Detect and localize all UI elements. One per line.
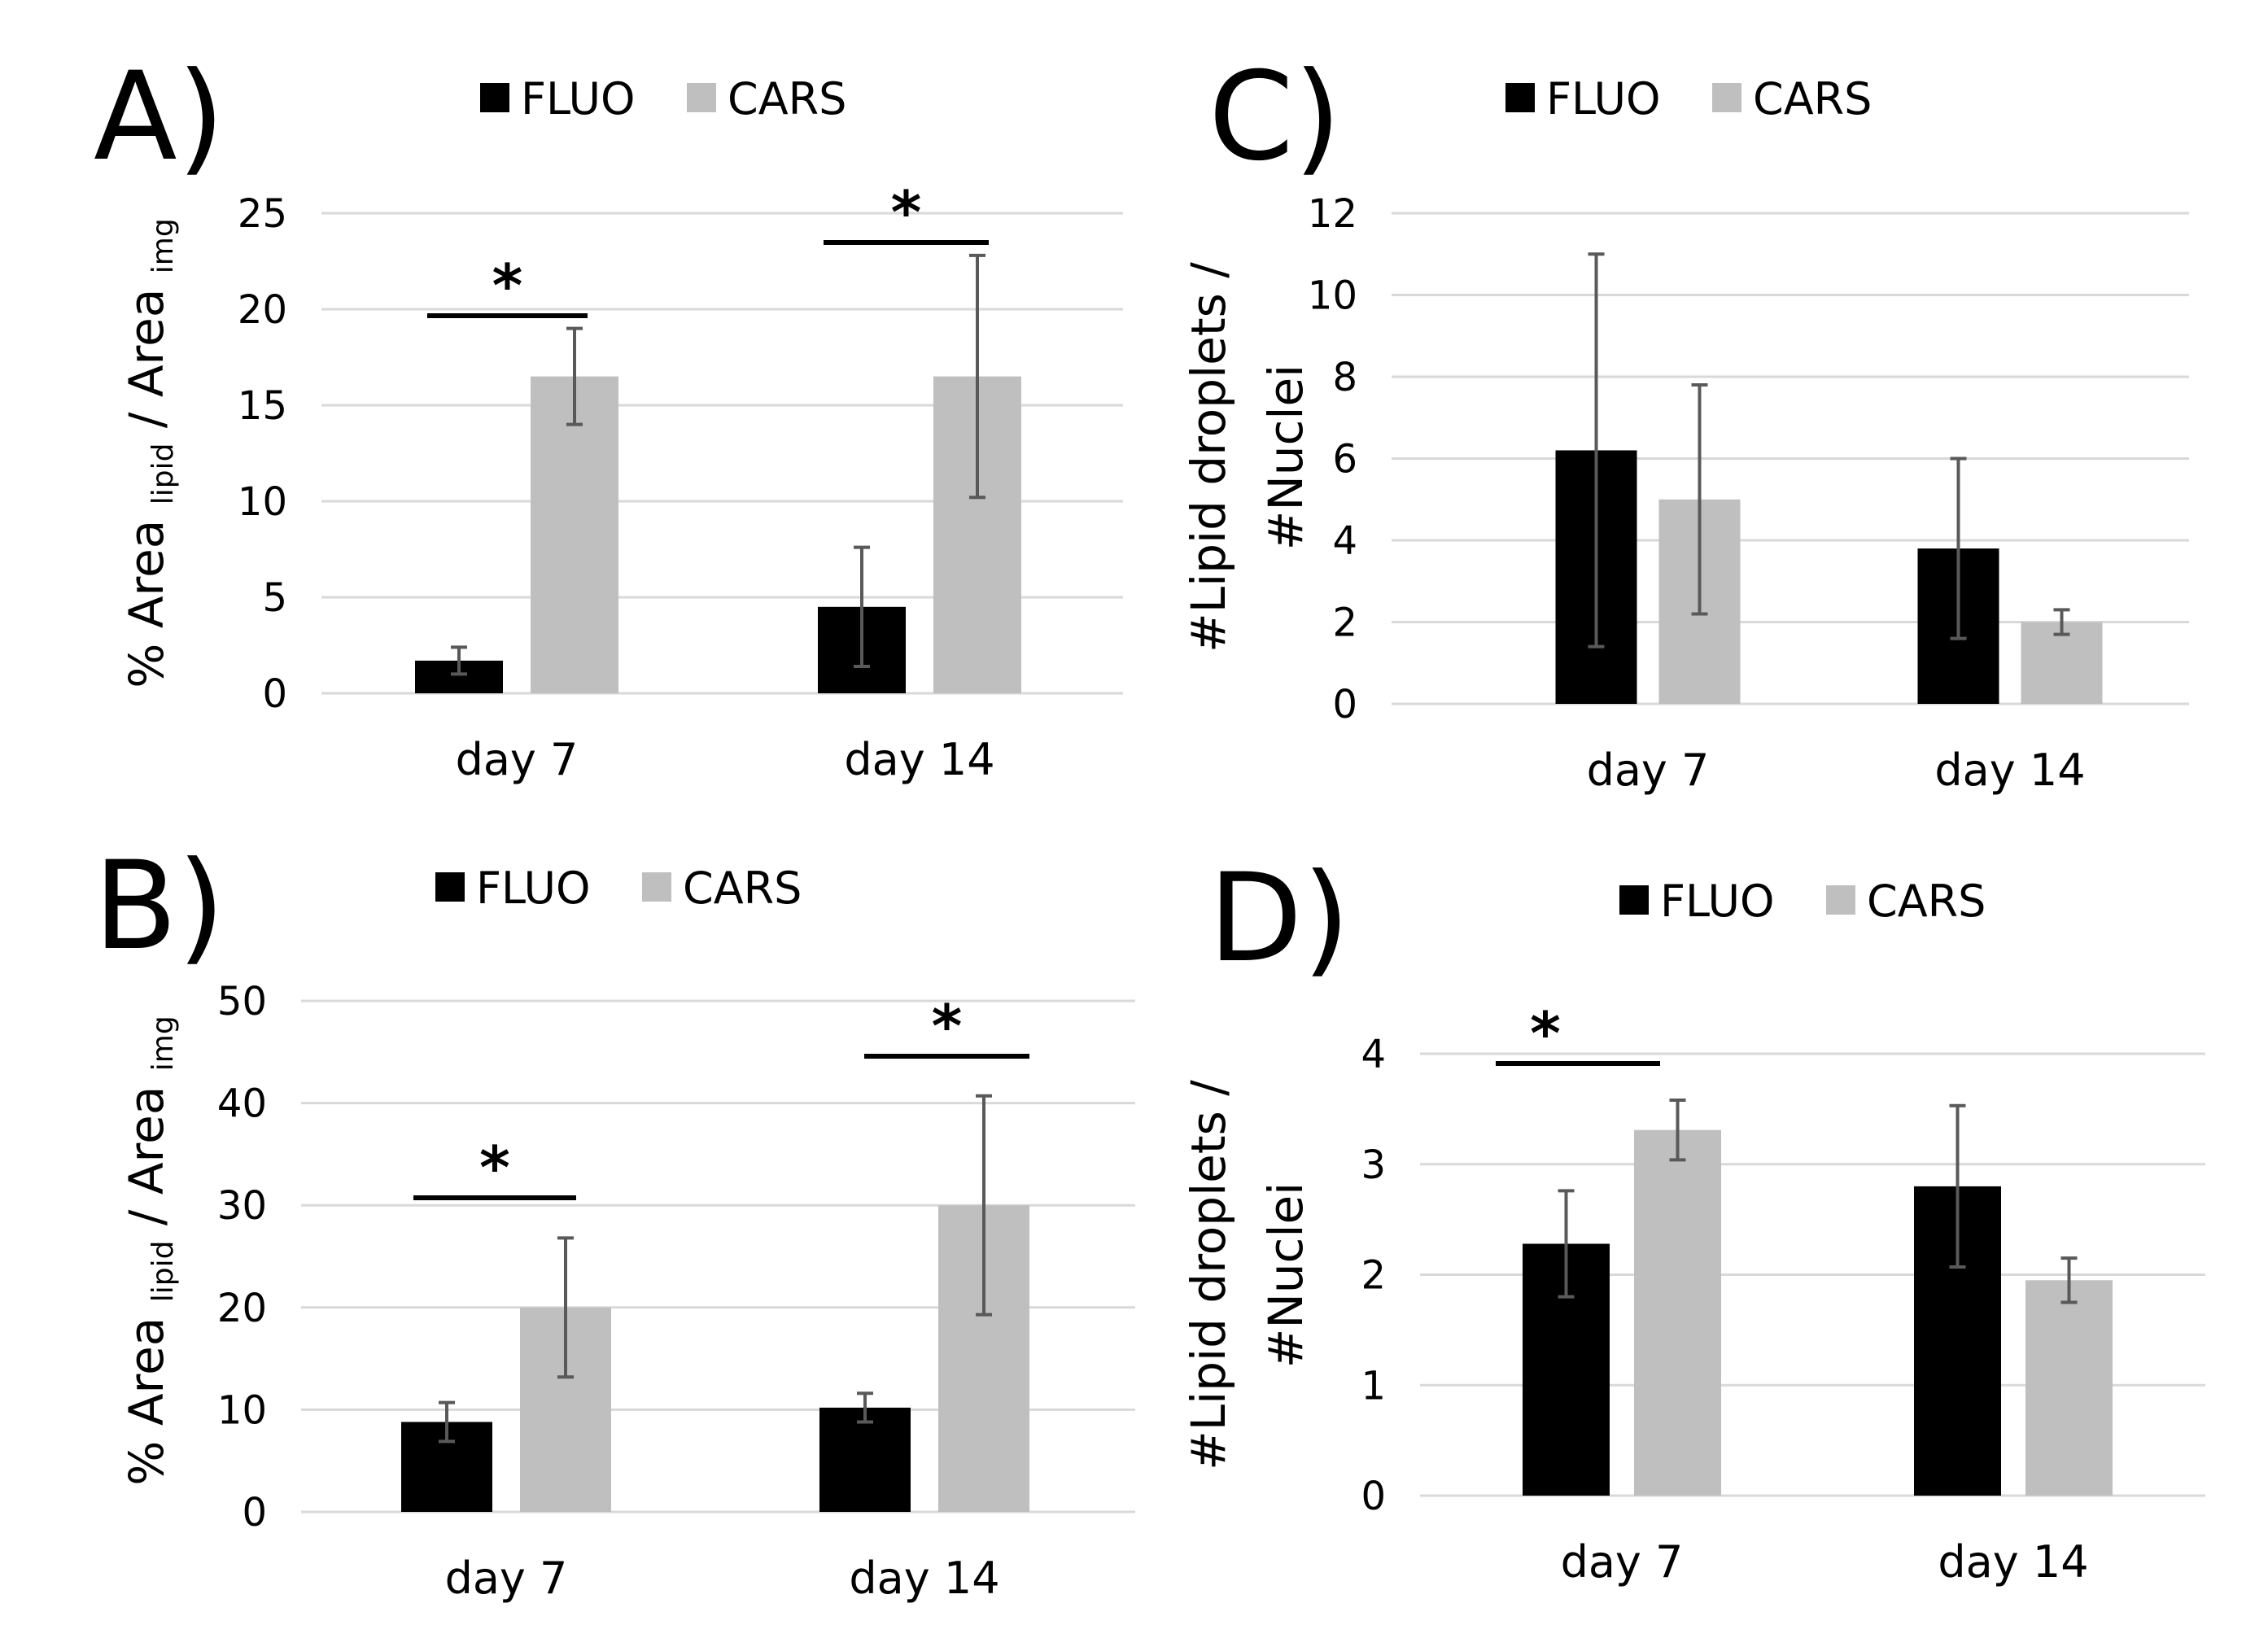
y-tick-label: 0 — [262, 671, 287, 717]
bar-cars-day-14 — [2025, 1280, 2113, 1496]
y-tick-label: 20 — [238, 287, 287, 333]
significance-star: * — [479, 1134, 510, 1202]
y-tick-label: 0 — [1361, 1474, 1386, 1519]
y-tick-label: 5 — [262, 575, 287, 621]
legend-swatch-fluo — [435, 872, 465, 902]
error-bar — [2060, 1256, 2078, 1304]
y-tick-label: 8 — [1332, 355, 1357, 400]
panel-letter: D) — [1208, 848, 1350, 989]
error-bar — [1558, 1189, 1575, 1299]
y-tick-label: 15 — [238, 383, 287, 429]
legend-swatch-fluo — [1619, 885, 1649, 915]
category-label: day 14 — [1938, 1536, 2088, 1588]
category-label: day 7 — [1587, 745, 1710, 796]
y-tick-label: 1 — [1361, 1363, 1386, 1409]
error-bar — [2053, 608, 2070, 636]
y-tick-label: 10 — [217, 1387, 267, 1433]
y-axis-label: % Area lipid / Area img — [119, 1016, 180, 1485]
significance-star: * — [1530, 999, 1561, 1068]
legend-swatch-cars — [642, 872, 671, 902]
error-bar — [857, 1391, 873, 1424]
legend-swatch-fluo — [480, 83, 509, 112]
panel-letter: A) — [94, 46, 225, 188]
y-axis-label-line1: #Lipid droplets / — [1181, 1080, 1236, 1470]
error-bar — [557, 1236, 574, 1379]
error-bar — [976, 1094, 992, 1317]
legend-label-cars: CARS — [728, 73, 846, 124]
y-tick-label: 2 — [1332, 601, 1357, 646]
error-bar — [439, 1400, 455, 1444]
y-tick-label: 4 — [1332, 518, 1357, 564]
error-bar — [451, 645, 467, 676]
error-bar — [566, 326, 583, 426]
y-tick-label: 20 — [217, 1286, 267, 1331]
y-tick-label: 6 — [1332, 437, 1357, 483]
y-tick-label: 0 — [1332, 682, 1357, 727]
legend: FLUO CARS — [1619, 876, 1986, 927]
y-axis-label-line2: #Nuclei — [1258, 365, 1313, 551]
legend-label-cars: CARS — [683, 863, 802, 914]
category-label: day 7 — [1561, 1536, 1684, 1588]
significance-star: * — [492, 251, 523, 320]
bar-fluo-day-14 — [819, 1407, 911, 1512]
y-tick-label: 10 — [1308, 273, 1357, 319]
category-label: day 7 — [445, 1553, 568, 1604]
legend-label-cars: CARS — [1753, 73, 1872, 124]
panel-letter: B) — [94, 836, 225, 977]
legend-swatch-cars — [1712, 83, 1741, 112]
y-tick-label: 30 — [217, 1183, 267, 1229]
bar-cars-day-7 — [1634, 1129, 1721, 1496]
y-tick-label: 0 — [242, 1490, 267, 1535]
legend: FLUO CARS — [480, 73, 846, 124]
legend-label-fluo: FLUO — [1660, 876, 1774, 927]
significance-star: * — [932, 992, 963, 1060]
error-bar — [854, 545, 870, 668]
error-bar — [1949, 1103, 1966, 1269]
legend-swatch-cars — [1826, 885, 1855, 915]
y-tick-label: 4 — [1361, 1032, 1386, 1077]
y-axis-label: % Area lipid / Area img — [119, 218, 180, 688]
legend: FLUO CARS — [1505, 73, 1872, 124]
y-tick-label: 50 — [217, 979, 267, 1024]
y-tick-label: 3 — [1361, 1142, 1386, 1188]
significance-star: * — [891, 178, 922, 247]
error-bar — [1950, 456, 1967, 640]
error-bar — [1691, 383, 1708, 616]
panel-d: D) FLUO CARS 0 1 2 3 4 day 7 day 14 * #Lipid drople… — [1181, 848, 2205, 1588]
panel-a: A) FLUO CARS 0 5 10 15 20 25 day 7 day 14 * * % Area … — [94, 46, 1123, 785]
legend-label-fluo: FLUO — [521, 73, 635, 124]
panel-letter: C) — [1208, 46, 1341, 188]
y-tick-label: 25 — [238, 191, 287, 237]
bar-cars-day-7 — [531, 376, 618, 693]
y-tick-label: 2 — [1361, 1253, 1386, 1299]
category-label: day 14 — [849, 1553, 999, 1604]
category-label: day 14 — [844, 734, 994, 785]
legend-label-fluo: FLUO — [1546, 73, 1660, 124]
y-tick-label: 10 — [238, 479, 287, 525]
y-axis-label-line2: #Nuclei — [1258, 1182, 1313, 1369]
legend: FLUO CARS — [435, 863, 802, 914]
legend-label-cars: CARS — [1867, 876, 1986, 927]
category-label: day 14 — [1934, 745, 2085, 796]
legend-swatch-cars — [687, 83, 716, 112]
error-bar — [1588, 252, 1605, 649]
y-tick-label: 12 — [1308, 191, 1357, 237]
error-bar — [969, 253, 985, 500]
category-label: day 7 — [456, 734, 579, 785]
panel-b: B) FLUO CARS 0 10 20 30 40 50 day 7 day 14 * * % Area… — [94, 836, 1135, 1604]
panel-c: C) FLUO CARS 0 2 4 6 8 10 12 day 7 day 14 #Lipid dro… — [1181, 46, 2189, 796]
legend-swatch-fluo — [1505, 83, 1535, 112]
y-tick-label: 40 — [217, 1081, 267, 1127]
legend-label-fluo: FLUO — [476, 863, 590, 914]
error-bar — [1669, 1099, 1686, 1162]
y-axis-label-line1: #Lipid droplets / — [1181, 262, 1236, 653]
